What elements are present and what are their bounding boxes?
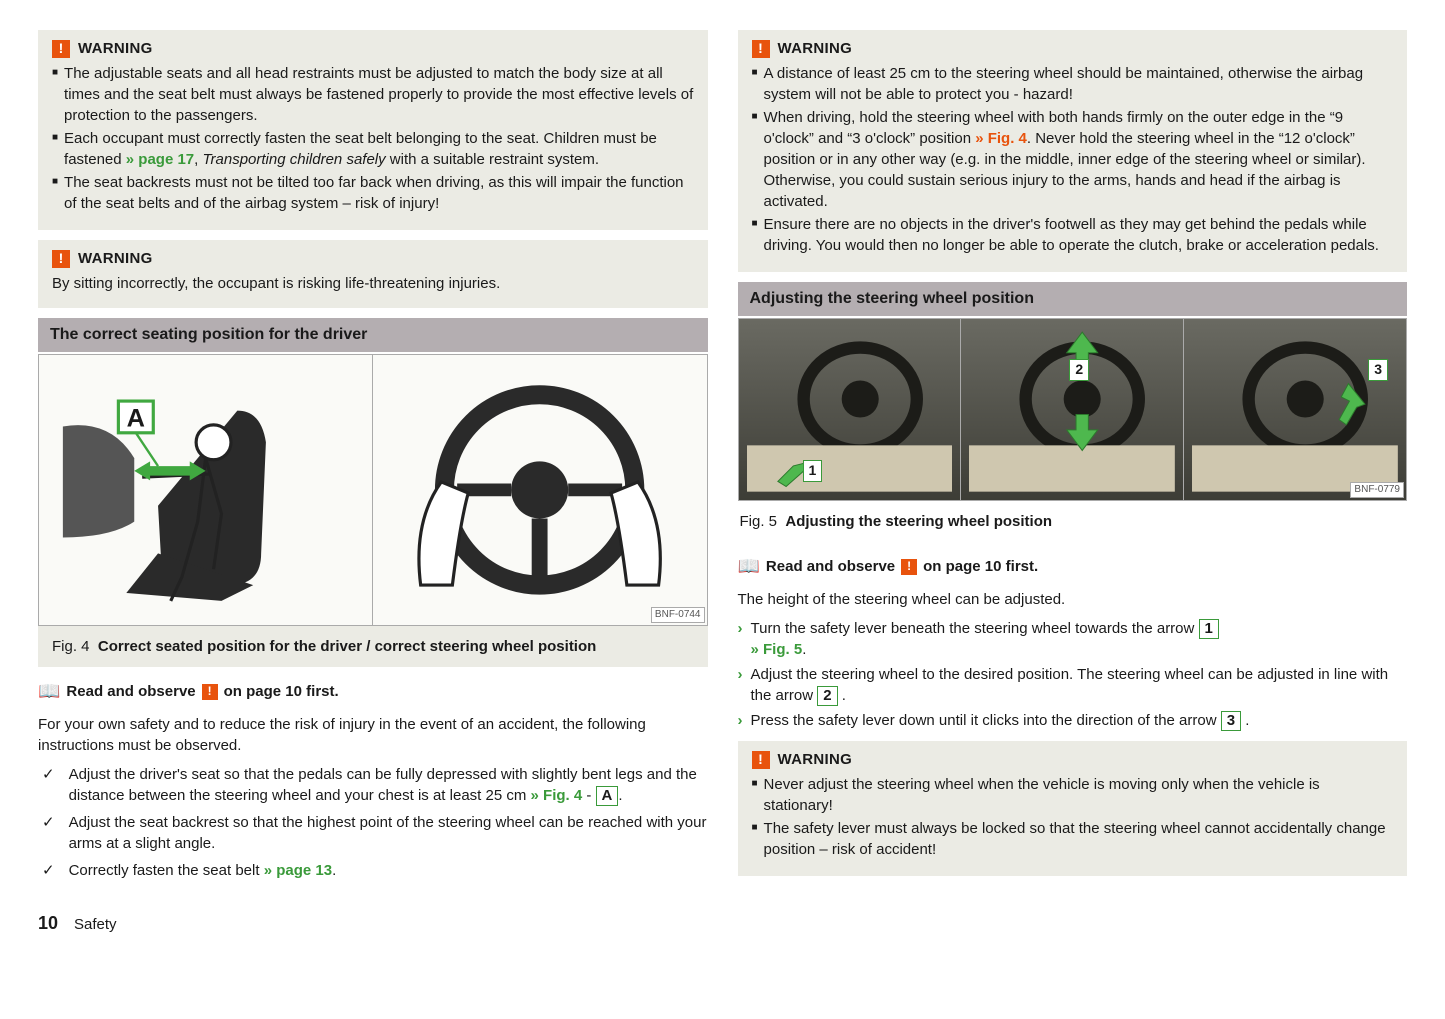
svg-text:A: A (127, 405, 145, 433)
warning-icon: ! (202, 684, 218, 700)
warning-text: When driving, hold the steering wheel wi… (764, 107, 1393, 212)
step-item: Turn the safety lever beneath the steeri… (751, 618, 1219, 660)
figure-4: A BNF-0744 (38, 354, 708, 626)
read-observe: 📖 Read and observe ! on page 10 first. (738, 554, 1408, 579)
warning-icon: ! (752, 40, 770, 58)
warning-icon: ! (52, 40, 70, 58)
warning-box-4: ! WARNING ■Never adjust the steering whe… (738, 741, 1408, 876)
warning-box-1: ! WARNING ■The adjustable seats and all … (38, 30, 708, 230)
label-box: A (596, 786, 619, 806)
page-link[interactable]: » page 13 (264, 862, 332, 879)
warning-body: By sitting incorrectly, the occupant is … (52, 273, 694, 294)
figure-tag: BNF-0779 (1350, 482, 1404, 498)
step-number-box: 2 (1069, 359, 1089, 381)
page-number: 10 (38, 911, 58, 936)
left-column: ! WARNING ■The adjustable seats and all … (38, 30, 708, 887)
section-name: Safety (74, 914, 117, 935)
warning-body: ■The adjustable seats and all head restr… (52, 63, 694, 214)
checklist: ✓ Adjust the driver's seat so that the p… (38, 764, 708, 881)
warning-box-2: ! WARNING By sitting incorrectly, the oc… (38, 240, 708, 308)
warning-icon: ! (52, 250, 70, 268)
warning-text: A distance of least 25 cm to the steerin… (764, 63, 1393, 105)
warning-icon: ! (752, 751, 770, 769)
check-icon: ✓ (38, 812, 55, 854)
figure-4-wheel (373, 355, 706, 625)
read-observe: 📖 Read and observe ! on page 10 first. (38, 679, 708, 704)
check-icon: ✓ (38, 764, 55, 806)
page-footer: 10 Safety (38, 911, 1407, 936)
label-box: 2 (817, 686, 837, 706)
check-item: Adjust the seat backrest so that the hig… (69, 812, 708, 854)
book-icon: 📖 (38, 679, 60, 704)
warning-text: The seat backrests must not be tilted to… (64, 172, 693, 214)
warning-title: WARNING (78, 248, 153, 269)
step-item: Adjust the steering wheel to the desired… (751, 664, 1408, 706)
warning-text: The safety lever must always be locked s… (764, 818, 1393, 860)
figure-5-panel-3: 3 (1184, 319, 1406, 500)
intro-text: The height of the steering wheel can be … (738, 589, 1408, 610)
step-item: Press the safety lever down until it cli… (751, 710, 1250, 731)
figure-5: 1 2 (738, 318, 1408, 501)
intro-text: For your own safety and to reduce the ri… (38, 714, 708, 756)
figure-5-panel-2: 2 (961, 319, 1184, 500)
step-number-box: 3 (1368, 359, 1388, 381)
warning-title: WARNING (78, 38, 153, 59)
chevron-icon: › (738, 618, 743, 660)
check-icon: ✓ (38, 860, 55, 881)
figure-5-caption: Fig. 5 Adjusting the steering wheel posi… (738, 501, 1408, 542)
figure-5-panel-1: 1 (739, 319, 962, 500)
figure-4-caption: Fig. 4 Correct seated position for the d… (38, 626, 708, 667)
step-list: › Turn the safety lever beneath the stee… (738, 618, 1408, 731)
warning-text: Never adjust the steering wheel when the… (764, 774, 1393, 816)
section-heading: Adjusting the steering wheel position (738, 282, 1408, 316)
warning-title: WARNING (778, 38, 853, 59)
fig-link[interactable]: » Fig. 4 (975, 130, 1027, 147)
warning-text: Each occupant must correctly fasten the … (64, 128, 693, 170)
step-number-box: 1 (803, 460, 823, 482)
page-spread: ! WARNING ■The adjustable seats and all … (38, 30, 1407, 887)
label-box: 3 (1221, 711, 1241, 731)
warning-text: The adjustable seats and all head restra… (64, 63, 693, 126)
section-heading: The correct seating position for the dri… (38, 318, 708, 352)
label-box: 1 (1199, 619, 1219, 639)
page-link[interactable]: » page 17 (126, 151, 194, 168)
warning-text: Ensure there are no objects in the drive… (764, 214, 1393, 256)
chevron-icon: › (738, 710, 743, 731)
book-icon: 📖 (738, 554, 760, 579)
figure-4-seat: A (39, 355, 373, 625)
warning-icon: ! (901, 559, 917, 575)
warning-title: WARNING (778, 749, 853, 770)
check-item: Correctly fasten the seat belt » page 13… (69, 860, 337, 881)
fig-link[interactable]: » Fig. 5 (751, 641, 803, 658)
figure-tag: BNF-0744 (651, 607, 705, 623)
right-column: ! WARNING ■A distance of least 25 cm to … (738, 30, 1408, 887)
warning-box-3: ! WARNING ■A distance of least 25 cm to … (738, 30, 1408, 272)
chevron-icon: › (738, 664, 743, 706)
check-item: Adjust the driver's seat so that the ped… (69, 764, 708, 806)
fig-link[interactable]: » Fig. 4 (531, 787, 583, 804)
